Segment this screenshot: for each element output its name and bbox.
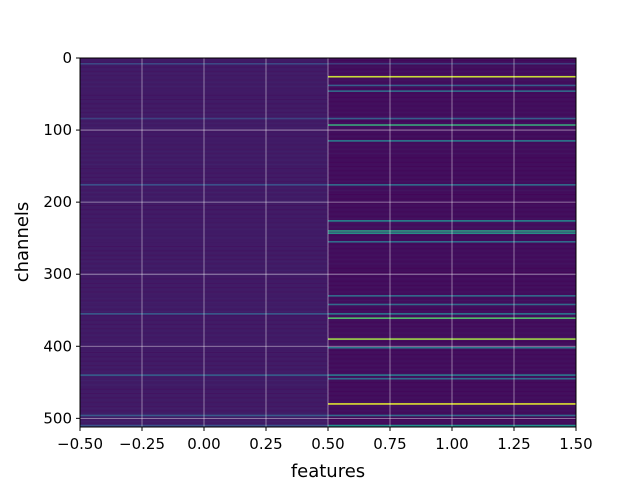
- x-axis-label: features: [291, 461, 365, 480]
- y-axis-ticks: 0 100 200 300 400 500: [43, 49, 80, 427]
- x-tick-label: 0.00: [187, 435, 220, 453]
- x-tick-label: −0.25: [119, 435, 165, 453]
- x-tick-label: 1.25: [497, 435, 530, 453]
- y-tick-label: 300: [43, 265, 72, 283]
- x-tick-label: 0.25: [249, 435, 282, 453]
- y-tick-label: 200: [43, 193, 72, 211]
- x-tick-label: 0.50: [311, 435, 344, 453]
- x-tick-label: 1.50: [559, 435, 592, 453]
- y-tick-label: 0: [62, 49, 72, 67]
- y-tick-label: 100: [43, 121, 72, 139]
- x-axis-ticks: −0.50 −0.25 0.00 0.25 0.50 0.75 1.00 1.25 1.50: [57, 427, 593, 453]
- y-axis-label: channels: [12, 202, 33, 283]
- y-tick-label: 500: [43, 409, 72, 427]
- y-tick-label: 400: [43, 337, 72, 355]
- x-tick-label: −0.50: [57, 435, 103, 453]
- x-tick-label: 1.00: [435, 435, 468, 453]
- x-tick-label: 0.75: [373, 435, 406, 453]
